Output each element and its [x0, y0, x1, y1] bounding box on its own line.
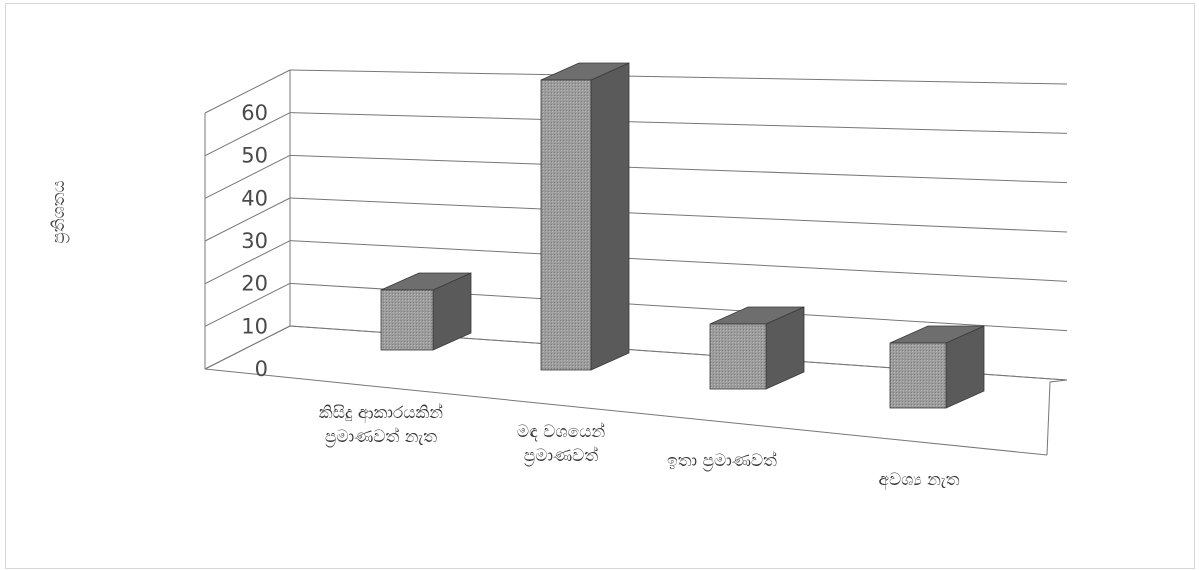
gridline — [289, 69, 1068, 85]
category-label: කිසිදු ආකාරයකින් ප්‍රමාණවත් නැත — [319, 403, 443, 447]
gridline — [289, 240, 1068, 282]
category-label-line: මඳ වශයෙන් — [517, 422, 605, 442]
floor-outline — [204, 325, 1068, 456]
floor-front-edge — [204, 368, 1048, 456]
category-label-line: ප්‍රමාණවත් — [524, 446, 599, 466]
side-gridline — [204, 69, 291, 114]
bar-side — [590, 62, 630, 371]
category-label-line: කිසිදු ආකාරයකින් — [319, 403, 443, 424]
y-tick-label: 50 — [241, 144, 268, 168]
y-tick-label: 0 — [255, 357, 268, 381]
side-gridline — [204, 112, 291, 157]
bar-front — [380, 289, 434, 351]
y-tick-label: 60 — [241, 101, 268, 125]
gridlines — [204, 69, 1068, 456]
gridline — [289, 112, 1068, 134]
bar-front — [709, 323, 767, 390]
category-label: ඉතා ප්‍රමාණවත් — [667, 451, 777, 471]
category-label-line: ඉතා ප්‍රමාණවත් — [667, 451, 777, 471]
y-tick-label: 40 — [241, 186, 268, 210]
y-tick-label: 30 — [241, 229, 268, 253]
side-gridline — [204, 240, 291, 285]
chart-frame — [5, 3, 1195, 569]
y-tick-labels: 0 10 20 30 40 50 60 — [241, 101, 268, 381]
bars — [380, 62, 985, 409]
bar-front — [540, 79, 592, 371]
y-tick-label: 10 — [241, 314, 268, 338]
gridline — [289, 154, 1068, 184]
gridline — [289, 197, 1068, 233]
bar — [889, 325, 985, 409]
side-gridline — [204, 154, 291, 199]
bar — [709, 306, 805, 390]
y-tick-label: 20 — [241, 272, 268, 296]
bar — [380, 272, 472, 351]
y-axis-label: ප්‍රතිශතය — [49, 180, 69, 244]
category-label-line: ප්‍රමාණවත් නැත — [325, 427, 437, 447]
category-label-line: අවශ්‍ය නැත — [878, 470, 959, 491]
side-gridline — [204, 282, 291, 327]
side-gridline — [204, 197, 291, 242]
category-labels: කිසිදු ආකාරයකින් ප්‍රමාණවත් නැත මඳ වශයෙන් ප… — [319, 403, 960, 491]
bar-front — [889, 342, 947, 409]
category-label: මඳ වශයෙන් ප්‍රමාණවත් — [517, 422, 605, 466]
category-label: අවශ්‍ය නැත — [878, 470, 959, 491]
bar — [540, 62, 630, 371]
